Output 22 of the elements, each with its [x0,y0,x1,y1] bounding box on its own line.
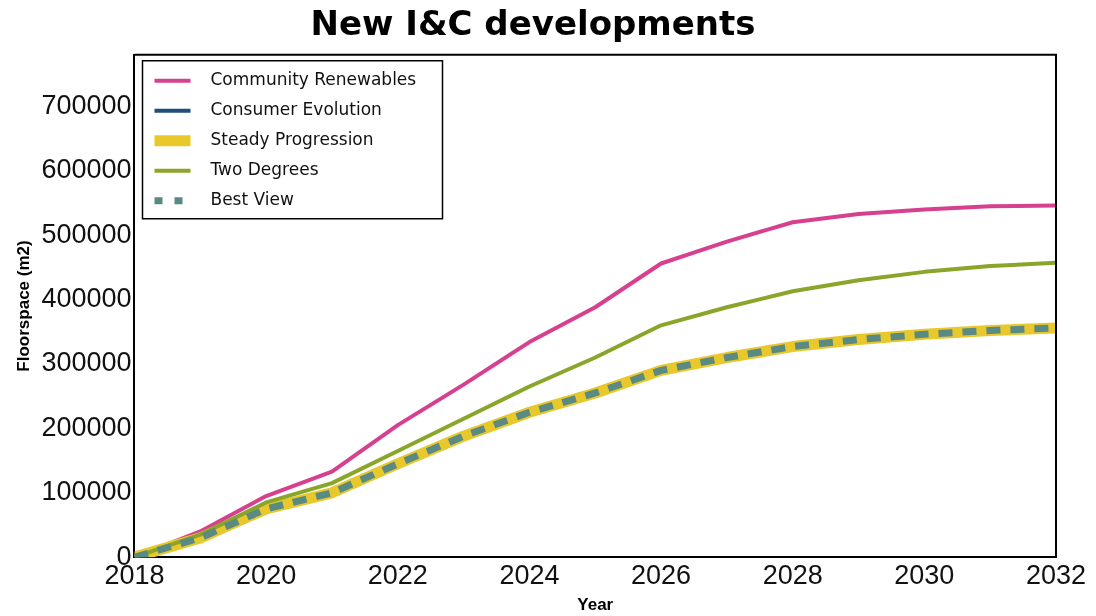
x-tick-label: 2032 [1025,559,1087,590]
y-tick-label: 300000 [41,347,132,378]
chart-title: New I&C developments [310,3,756,44]
x-tick-label: 2022 [367,559,428,590]
x-axis-title: Year [577,595,614,615]
x-tick-label: 2026 [631,559,692,590]
legend-label: Two Degrees [209,159,319,180]
legend-label: Consumer Evolution [210,99,382,120]
y-tick-label: 200000 [41,411,132,442]
x-tick-label: 2024 [499,559,560,590]
y-tick-label: 700000 [41,89,132,120]
x-tick-label: 2030 [894,559,955,590]
y-axis-title: Floorspace (m2) [13,240,33,372]
legend-label: Community Renewables [210,69,417,90]
y-tick-label: 500000 [41,218,132,249]
legend-label: Best View [210,189,294,210]
x-tick-label: 2028 [762,559,823,590]
x-tick-label: 2020 [236,559,297,590]
y-tick-label: 400000 [41,283,132,314]
legend-label: Steady Progression [210,129,374,150]
y-tick-label: 600000 [41,154,132,185]
y-tick-label: 100000 [41,476,132,507]
